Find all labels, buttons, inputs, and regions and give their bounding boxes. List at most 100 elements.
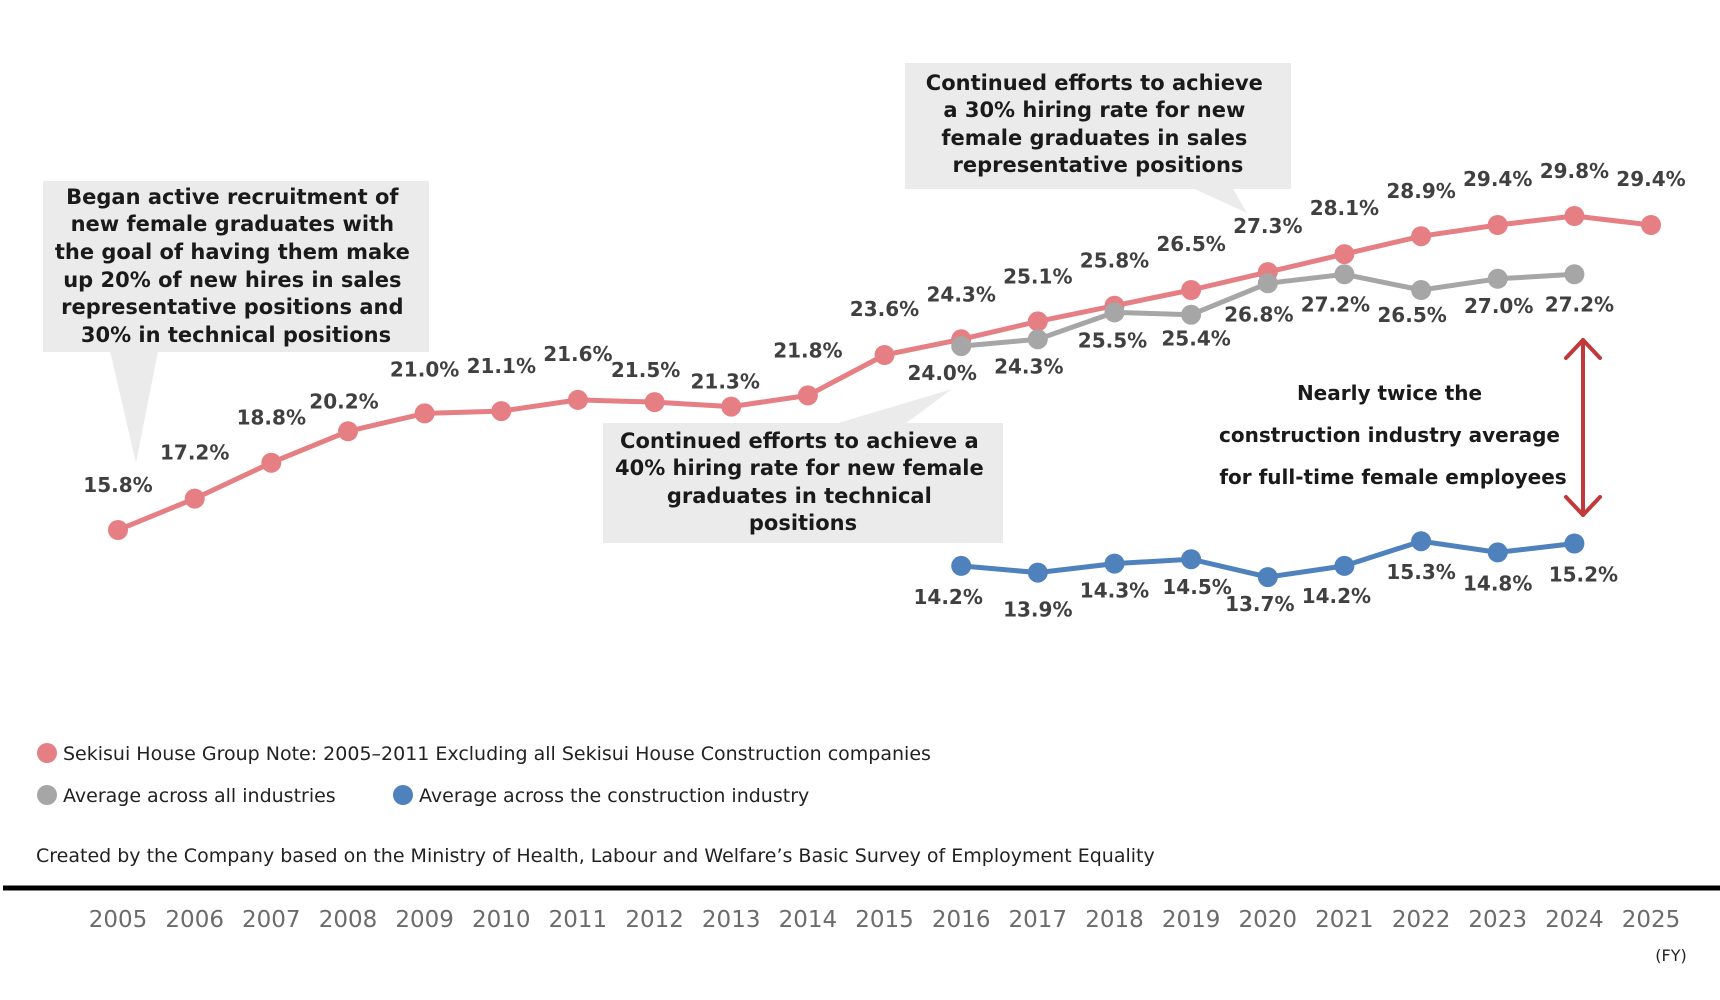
data-label-construction-2021: 14.2%	[1302, 584, 1371, 608]
data-label-sekisui-house-2020: 27.3%	[1233, 214, 1302, 238]
data-point-sekisui-house-2011	[567, 389, 588, 410]
data-point-all-industries-2017	[1027, 329, 1048, 350]
data-label-all-industries-2019: 25.4%	[1161, 327, 1230, 351]
series-layer	[108, 206, 1661, 588]
legend-label: Average across the construction industry	[419, 785, 809, 807]
data-label-construction-2022: 15.3%	[1386, 560, 1455, 584]
data-point-sekisui-house-2019	[1181, 280, 1202, 300]
data-point-all-industries-2018	[1104, 302, 1125, 323]
x-tick-label-2005: 2005	[89, 907, 148, 933]
x-tick-label-2015: 2015	[855, 907, 914, 933]
data-point-all-industries-2019	[1181, 304, 1202, 325]
callout-line: new female graduates with	[71, 212, 394, 236]
callout-recruitment-start: Began active recruitment of new female g…	[43, 181, 429, 463]
x-tick-label-2012: 2012	[625, 907, 684, 933]
data-point-construction-2019	[1181, 549, 1202, 570]
data-label-layer: 14.2% 13.9% 14.3% 14.5%13.7% 14.2% 15.3% 14.8%…	[83, 159, 1685, 622]
x-tick-label-2010: 2010	[472, 907, 531, 933]
x-tick-label-2023: 2023	[1468, 907, 1527, 933]
callout-box	[905, 63, 1291, 189]
callout-line: up 20% of new hires in sales	[63, 268, 401, 292]
data-point-sekisui-house-2008	[338, 421, 358, 442]
data-label-sekisui-house-2014: 21.8%	[773, 338, 842, 362]
callout-line: representative positions	[953, 153, 1244, 177]
data-point-sekisui-house-2015	[874, 345, 895, 365]
double-arrow-icon	[1564, 338, 1602, 517]
data-label-sekisui-house-2015: 23.6%	[850, 297, 919, 321]
callout-line: the goal of having them make	[55, 240, 410, 264]
data-point-construction-2017	[1027, 562, 1048, 583]
data-label-sekisui-house-2016: 24.3%	[927, 282, 996, 306]
x-tick-label-2017: 2017	[1009, 907, 1068, 933]
x-tick-label-2007: 2007	[242, 907, 301, 933]
legend-item-all-industries: Average across all industries	[37, 785, 336, 807]
data-label-construction-2016: 14.2%	[914, 585, 983, 609]
x-tick-label-2014: 2014	[779, 907, 838, 933]
data-label-sekisui-house-2009: 21.0%	[390, 357, 459, 381]
data-label-all-industries-2022: 26.5%	[1377, 303, 1446, 327]
data-point-all-industries-2021	[1334, 264, 1355, 285]
callout-text: Continued efforts to achieve a 40% hirin…	[615, 429, 991, 535]
data-label-all-industries-2017: 24.3%	[994, 354, 1063, 378]
data-point-sekisui-house-2014	[797, 385, 818, 406]
callout-pointer	[1190, 187, 1247, 213]
data-point-sekisui-house-2007	[261, 452, 282, 473]
data-point-sekisui-house-2021	[1334, 244, 1355, 265]
data-label-construction-2017: 13.9%	[1003, 598, 1072, 622]
data-label-sekisui-house-2023: 29.4%	[1463, 167, 1532, 191]
x-tick-label-2021: 2021	[1315, 907, 1374, 933]
callout-line: a 30% hiring rate for new	[943, 98, 1245, 122]
series-all-industries	[951, 264, 1585, 357]
data-point-sekisui-house-2025	[1641, 215, 1661, 235]
legend-item-sekisui: Sekisui House Group Note: 2005–2011 Excl…	[37, 743, 931, 765]
annotation-text: Nearly twice the construction industry a…	[1219, 381, 1567, 489]
callout-text: Began active recruitment of new female g…	[55, 185, 417, 347]
x-tick-label-2020: 2020	[1239, 907, 1298, 933]
data-label-sekisui-house-2024: 29.8%	[1540, 159, 1609, 183]
callout-pointer	[835, 389, 952, 424]
callout-line: 40% hiring rate for new female	[615, 456, 984, 480]
callout-box	[43, 181, 429, 352]
data-label-all-industries-2021: 27.2%	[1301, 292, 1370, 316]
legend-label: Average across all industries	[63, 785, 336, 807]
data-point-sekisui-house-2017	[1027, 311, 1048, 332]
legend-marker	[37, 785, 57, 805]
x-tick-label-2019: 2019	[1162, 907, 1221, 933]
data-label-sekisui-house-2010: 21.1%	[467, 354, 536, 378]
x-tick-label-2013: 2013	[702, 907, 761, 933]
legend-label: Sekisui House Group Note: 2005–2011 Excl…	[63, 743, 931, 765]
data-point-construction-2018	[1104, 553, 1125, 574]
data-point-construction-2024	[1564, 533, 1585, 554]
data-label-all-industries-2020: 26.8%	[1224, 302, 1293, 326]
data-point-all-industries-2020	[1257, 273, 1278, 294]
data-point-construction-2020	[1257, 567, 1278, 588]
data-label-sekisui-house-2021: 28.1%	[1310, 196, 1379, 220]
callout-technical-40: Continued efforts to achieve a 40% hirin…	[603, 389, 1003, 543]
annotation-line: Nearly twice the	[1297, 381, 1482, 405]
data-point-sekisui-house-2023	[1487, 215, 1508, 235]
data-point-all-industries-2016	[951, 336, 972, 357]
callout-box	[603, 423, 1003, 543]
data-label-all-industries-2018: 25.5%	[1078, 328, 1147, 352]
callout-line: graduates in technical	[667, 484, 932, 508]
data-point-construction-2023	[1487, 542, 1508, 563]
data-label-sekisui-house-2012: 21.5%	[611, 358, 680, 382]
x-tick-label-2022: 2022	[1392, 907, 1451, 933]
callout-line: Continued efforts to achieve	[926, 71, 1263, 95]
x-tick-label-2008: 2008	[319, 907, 378, 933]
data-label-construction-2019: 14.5%	[1162, 575, 1231, 599]
x-tick-label-2018: 2018	[1085, 907, 1144, 933]
data-point-sekisui-house-2024	[1564, 206, 1585, 226]
callout-text: Continued efforts to achieve a 30% hirin…	[926, 71, 1270, 177]
callout-line: 30% in technical positions	[81, 323, 391, 347]
callout-line: female graduates in sales	[941, 126, 1247, 150]
data-point-all-industries-2024	[1564, 264, 1585, 285]
data-label-all-industries-2016: 24.0%	[908, 361, 977, 385]
callout-line: Began active recruitment of	[66, 185, 399, 209]
data-label-all-industries-2023: 27.0%	[1464, 294, 1533, 318]
legend: Sekisui House Group Note: 2005–2011 Excl…	[37, 743, 931, 807]
data-label-construction-2023: 14.8%	[1463, 571, 1532, 595]
data-point-sekisui-house-2005	[108, 520, 128, 540]
data-point-construction-2022	[1411, 531, 1432, 552]
data-point-sekisui-house-2010	[491, 401, 512, 422]
